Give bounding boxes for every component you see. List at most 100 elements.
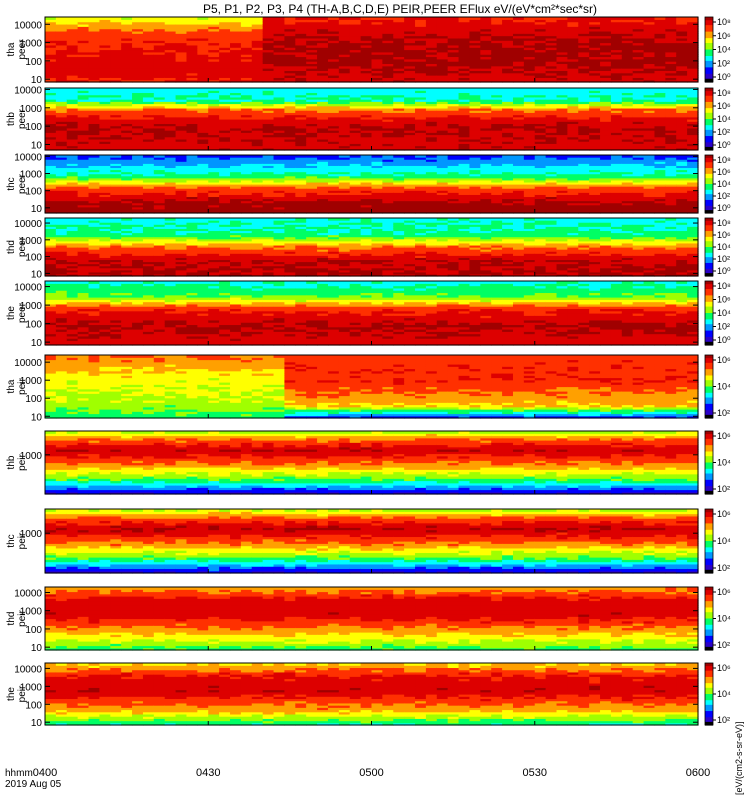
y-tick-label: 10 <box>31 75 43 86</box>
panel-instrument-label: peer <box>17 173 28 194</box>
colorbar-tick-label: 10⁶ <box>717 101 731 111</box>
y-tick-label: 10 <box>31 140 43 151</box>
colorbar-tha-peir: 10⁶ 10⁴ 10² <box>704 354 731 419</box>
y-tick-label: 10000 <box>14 85 42 96</box>
panel-instrument-label: peir <box>17 532 28 549</box>
x-axis-label-date: 2019 Aug 05 <box>5 779 62 790</box>
panel-thc-peer: 10 100 1000 10000 thc peer 10⁸ 10⁶ 10⁴ 10² 10⁰ <box>6 152 731 214</box>
panel-the-peer: 10 100 1000 10000 the peer 10⁸ 10⁶ 10⁴ 10² 10⁰ <box>6 280 731 349</box>
panel-probe-label: the <box>6 306 17 320</box>
y-tick-label: 100 <box>25 625 42 636</box>
colorbar-tick-label: 10⁶ <box>717 230 731 240</box>
y-tick-label: 100 <box>25 700 42 711</box>
spectrogram-thd-peir <box>45 587 699 651</box>
spectrogram-thc-peer <box>45 155 699 214</box>
colorbar-tick-label: 10² <box>717 408 730 418</box>
time-axis: 0400 0430 0500 0530 0600 <box>33 78 710 779</box>
y-tick-label: 1000 <box>20 529 43 540</box>
colorbar-tick-label: 10⁴ <box>717 45 731 55</box>
colorbar-tick-label: 10² <box>717 322 730 332</box>
spectrogram-thd-peer <box>45 218 699 277</box>
panel-instrument-label: peer <box>17 108 28 129</box>
spectrogram-thc-peir <box>45 509 699 574</box>
colorbar-thd-peir: 10⁶ 10⁴ 10² <box>704 586 731 651</box>
spectrogram-the-peir <box>45 663 699 726</box>
y-tick-label: 10000 <box>14 283 42 294</box>
colorbar-tick-label: 10² <box>717 640 730 650</box>
panel-thb-peer: 10 100 1000 10000 thb peer 10⁸ 10⁶ 10⁴ 10² 10⁰ <box>6 85 731 151</box>
colorbar-tick-label: 10⁶ <box>717 295 731 305</box>
x-tick-label: 0500 <box>359 767 383 779</box>
colorbar-tick-label: 10⁰ <box>717 140 731 150</box>
x-tick-label: 0530 <box>523 767 547 779</box>
colorbar-the-peir: 10⁶ 10⁴ 10² <box>704 662 731 726</box>
colorbar-tick-label: 10⁰ <box>717 203 731 213</box>
y-tick-label: 1000 <box>20 607 43 618</box>
colorbar-tick-label: 10⁴ <box>717 382 731 392</box>
colorbar-tick-label: 10⁸ <box>717 88 731 98</box>
panel-probe-label: thd <box>6 612 17 626</box>
y-tick-label: 10 <box>31 643 43 654</box>
colorbar-tick-label: 10⁶ <box>717 167 731 177</box>
y-tick-label: 1000 <box>20 104 43 115</box>
y-tick-label: 1000 <box>20 682 43 693</box>
y-tick-label: 10000 <box>14 219 42 230</box>
y-tick-label: 100 <box>25 187 42 198</box>
colorbar-tick-label: 10⁴ <box>717 114 731 124</box>
colorbar-tick-label: 10⁴ <box>717 536 731 546</box>
panel-probe-label: tha <box>6 42 17 56</box>
colorbar-thc-peer: 10⁸ 10⁶ 10⁴ 10² 10⁰ <box>704 154 731 214</box>
y-tick-label: 1000 <box>20 301 43 312</box>
colorbar-tick-label: 10⁴ <box>717 242 731 252</box>
x-tick-label: 0430 <box>196 767 220 779</box>
colorbar-thc-peir: 10⁶ 10⁴ 10² <box>704 508 731 574</box>
y-tick-label: 10 <box>31 269 43 280</box>
figure-title: P5, P1, P2, P3, P4 (TH-A,B,C,D,E) PEIR,P… <box>203 2 597 16</box>
colorbar-the-peer: 10⁸ 10⁶ 10⁴ 10² 10⁰ <box>704 280 731 346</box>
colorbar-thd-peer: 10⁸ 10⁶ 10⁴ 10² 10⁰ <box>704 217 731 277</box>
colorbar-tick-label: 10² <box>717 715 730 725</box>
y-tick-label: 10000 <box>14 20 42 31</box>
y-tick-label: 100 <box>25 122 42 133</box>
colorbar-tick-label: 10⁸ <box>717 218 731 228</box>
colorbar-tick-label: 10² <box>717 58 730 68</box>
y-tick-label: 1000 <box>20 451 43 462</box>
panel-probe-label: thc <box>6 177 17 190</box>
colorbar-tick-label: 10⁸ <box>717 155 731 165</box>
colorbar-tick-label: 10² <box>717 191 730 201</box>
colorbar-thb-peer: 10⁸ 10⁶ 10⁴ 10² 10⁰ <box>704 87 731 151</box>
y-tick-label: 10 <box>31 412 43 423</box>
colorbar-tha-peer: 10⁸ 10⁶ 10⁴ 10² 10⁰ <box>704 16 731 83</box>
colorbar-tick-label: 10² <box>717 484 730 494</box>
colorbar-tick-label: 10⁴ <box>717 308 731 318</box>
colorbar-tick-label: 10⁸ <box>717 281 731 291</box>
colorbar-tick-label: 10⁶ <box>717 663 731 673</box>
colorbar-tick-label: 10⁶ <box>717 587 731 597</box>
panel-instrument-label: peir <box>17 377 28 394</box>
colorbar-unit-label: [eV/(cm2-s-sr-eV)] <box>734 721 744 795</box>
panel-instrument-label: peer <box>17 236 28 257</box>
spectrogram-tha-peer <box>45 17 699 83</box>
y-tick-label: 100 <box>25 57 42 68</box>
x-tick-label: 0400 <box>33 767 57 779</box>
panel-probe-label: thd <box>6 240 17 254</box>
colorbar-tick-label: 10⁶ <box>717 31 731 41</box>
colorbar-tick-label: 10⁶ <box>717 509 731 519</box>
colorbar-tick-label: 10⁴ <box>717 179 731 189</box>
colorbar-thb-peir: 10⁶ 10⁴ 10² <box>704 430 731 495</box>
colorbar-tick-label: 10⁴ <box>717 458 731 468</box>
colorbar-tick-label: 10² <box>717 563 730 573</box>
panel-probe-label: tha <box>6 379 17 393</box>
spectrogram-thb-peir <box>45 431 699 495</box>
panel-probe-label: the <box>6 687 17 701</box>
panel-thd-peir: 10 100 1000 10000 thd peir 10⁶ 10⁴ 10² <box>6 586 731 654</box>
panel-instrument-label: peer <box>17 302 28 323</box>
spectrogram-thb-peer <box>45 88 699 151</box>
colorbar-tick-label: 10⁶ <box>717 355 731 365</box>
panel-instrument-label: peer <box>17 39 28 60</box>
y-tick-label: 1000 <box>20 376 43 387</box>
panel-instrument-label: peir <box>17 453 28 470</box>
y-tick-label: 1000 <box>20 170 43 181</box>
